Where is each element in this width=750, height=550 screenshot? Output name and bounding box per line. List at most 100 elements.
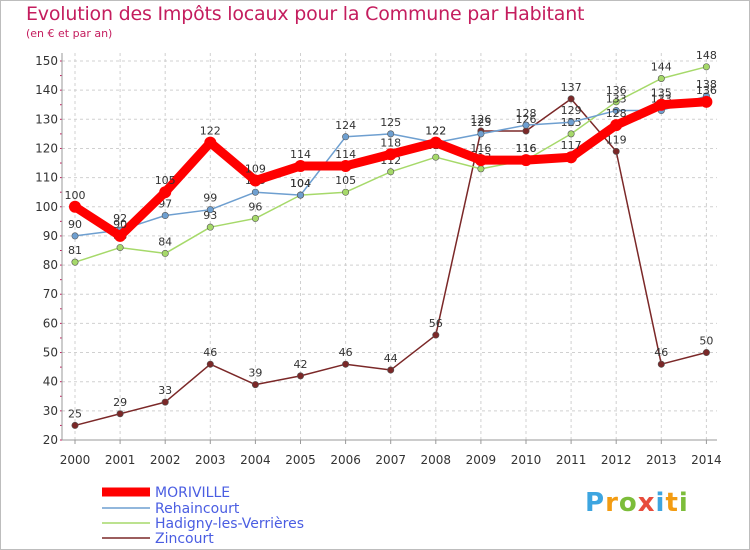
- data-point: [702, 349, 710, 357]
- data-point-moriville: [520, 154, 532, 167]
- data-label: 33: [158, 384, 172, 397]
- data-point-moriville: [294, 159, 307, 172]
- data-point: [567, 118, 575, 126]
- data-point-moriville: [69, 200, 81, 213]
- data-label: 46: [339, 346, 353, 359]
- data-label: 81: [68, 244, 82, 257]
- data-label: 125: [380, 116, 401, 129]
- y-tick-label: 110: [35, 171, 58, 185]
- legend-label: Rehaincourt: [155, 501, 240, 517]
- data-label: 90: [113, 218, 127, 231]
- y-tick-label: 90: [43, 229, 58, 243]
- data-label: 128: [606, 107, 627, 120]
- y-tick-label: 120: [35, 141, 58, 155]
- data-point-moriville: [384, 148, 397, 161]
- data-label: 114: [335, 148, 356, 161]
- data-label: 144: [651, 60, 672, 73]
- data-point: [702, 63, 710, 71]
- data-label: 92: [113, 212, 127, 225]
- y-tick-label: 40: [43, 375, 58, 389]
- legend-label: Zincourt: [155, 531, 214, 547]
- data-point: [477, 130, 485, 138]
- data-label: 56: [429, 317, 443, 330]
- data-label: 138: [696, 78, 717, 91]
- data-point: [612, 107, 620, 115]
- x-tick-label: 2004: [240, 453, 271, 467]
- data-point-moriville: [655, 98, 668, 111]
- data-point-moriville: [565, 151, 578, 164]
- proxiti-logo: Proxiti: [585, 488, 689, 518]
- x-tick-label: 2000: [60, 453, 91, 467]
- data-label: 109: [245, 163, 266, 176]
- data-label: 133: [606, 93, 627, 106]
- y-tick-label: 100: [35, 200, 58, 214]
- logo-letter: i: [655, 488, 666, 518]
- data-label: 104: [290, 177, 311, 190]
- x-tick-label: 2010: [511, 453, 542, 467]
- y-tick-label: 70: [43, 287, 58, 301]
- logo-letter: P: [585, 488, 606, 518]
- logo-letter: x: [637, 488, 656, 518]
- x-tick-label: 2012: [601, 453, 632, 467]
- y-tick-label: 50: [43, 346, 58, 360]
- data-point: [657, 74, 665, 82]
- y-tick-label: 150: [35, 54, 58, 68]
- data-point-moriville: [204, 136, 217, 149]
- data-point-moriville: [339, 159, 352, 172]
- data-label: 119: [606, 133, 627, 146]
- data-label: 44: [384, 352, 398, 365]
- data-label: 100: [65, 189, 86, 202]
- chart-subtitle: (en € et par an): [26, 27, 113, 40]
- data-label: 29: [113, 396, 127, 409]
- data-point: [432, 331, 440, 339]
- data-point: [71, 258, 79, 266]
- data-point: [206, 206, 214, 214]
- data-point: [342, 360, 350, 368]
- data-point: [161, 398, 169, 406]
- data-label: 99: [203, 192, 217, 205]
- x-tick-label: 2003: [195, 453, 226, 467]
- plot-area: [62, 53, 717, 440]
- x-tick-label: 2009: [466, 453, 497, 467]
- x-tick-label: 2001: [105, 453, 136, 467]
- y-tick-label: 130: [35, 112, 58, 126]
- data-label: 136: [606, 84, 627, 97]
- x-tick-label: 2013: [646, 453, 677, 467]
- data-label: 116: [516, 142, 537, 155]
- data-label: 116: [470, 142, 491, 155]
- logo-letter: o: [618, 488, 638, 518]
- y-tick-label: 20: [43, 433, 58, 447]
- data-point: [251, 214, 259, 222]
- data-point: [116, 410, 124, 418]
- data-point: [342, 133, 350, 141]
- data-point: [387, 168, 395, 176]
- data-point: [251, 381, 259, 389]
- data-label: 105: [335, 174, 356, 187]
- logo-letter: t: [665, 488, 679, 518]
- data-point: [387, 130, 395, 138]
- data-point: [567, 95, 575, 103]
- data-label: 122: [425, 125, 446, 138]
- data-point: [612, 147, 620, 155]
- data-point: [522, 121, 530, 129]
- data-point: [206, 223, 214, 231]
- y-tick-label: 30: [43, 404, 58, 418]
- data-label: 50: [699, 335, 713, 348]
- x-tick-label: 2005: [285, 453, 316, 467]
- x-tick-label: 2007: [375, 453, 406, 467]
- y-tick-label: 60: [43, 316, 58, 330]
- legend-label: MORIVILLE: [155, 485, 230, 501]
- data-label: 148: [696, 49, 717, 62]
- x-tick-label: 2006: [330, 453, 361, 467]
- data-label: 46: [654, 346, 668, 359]
- data-label: 114: [290, 148, 311, 161]
- data-label: 135: [651, 87, 672, 100]
- data-point-moriville: [114, 229, 127, 242]
- data-point: [296, 191, 304, 199]
- data-point: [71, 421, 79, 429]
- chart-title: Evolution des Impôts locaux pour la Comm…: [26, 3, 585, 25]
- y-tick-label: 80: [43, 258, 58, 272]
- data-label: 136: [696, 84, 717, 97]
- data-point: [477, 165, 485, 173]
